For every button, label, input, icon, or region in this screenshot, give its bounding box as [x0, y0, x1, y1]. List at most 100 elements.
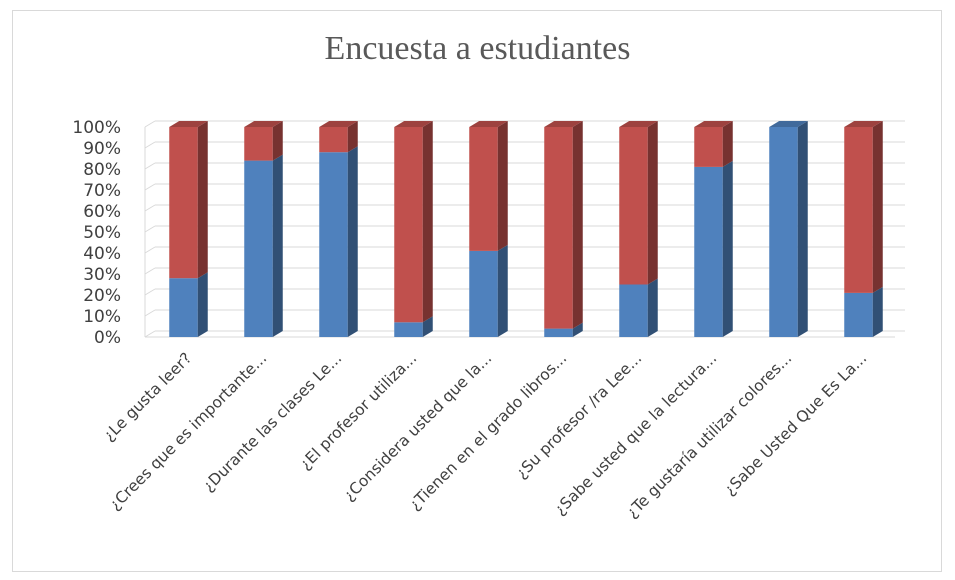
bar-segment	[319, 121, 358, 153]
gridline-depth	[144, 288, 156, 296]
bar-front	[469, 127, 498, 251]
bar-side	[572, 322, 583, 337]
y-tick-label: 50%	[83, 223, 121, 243]
bar-segment	[619, 121, 658, 285]
bar-front	[544, 328, 573, 337]
bar-top	[319, 121, 358, 127]
bar-side	[647, 278, 658, 337]
bar-segment	[169, 272, 208, 337]
bar-front	[169, 278, 198, 337]
y-tick-label: 90%	[83, 139, 121, 159]
bar-top	[619, 121, 658, 127]
bar-front	[769, 127, 798, 337]
bar-segment	[319, 146, 358, 337]
bar-front	[619, 284, 648, 337]
y-tick-label: 60%	[83, 202, 121, 222]
x-category-label: ¿Crees que es importante...	[106, 349, 271, 514]
bar-side	[422, 316, 433, 337]
bar-segment	[544, 322, 583, 337]
bar-segment	[244, 121, 283, 161]
bar-top	[469, 121, 508, 127]
bar-top	[544, 121, 583, 127]
x-category-label: ¿Tienen en el grado libros...	[406, 349, 571, 514]
gridline-depth	[144, 330, 156, 338]
bar-top	[769, 121, 808, 127]
bars-layer	[169, 121, 883, 337]
bar-side	[272, 154, 283, 337]
bar-front	[469, 250, 498, 337]
gridline-depth	[144, 246, 156, 254]
bar-segment	[619, 278, 658, 337]
bar-front	[169, 127, 198, 279]
y-tick-label: 10%	[83, 307, 121, 327]
bar-side	[647, 121, 658, 285]
bar-segment	[169, 121, 208, 279]
x-category-label: ¿Considera usted que la...	[340, 349, 495, 504]
bar-segment	[244, 154, 283, 337]
bar-side	[872, 121, 883, 293]
bar-side	[872, 286, 883, 337]
bar-front	[319, 152, 348, 337]
y-tick-label: 30%	[83, 265, 121, 285]
bar-front	[244, 160, 273, 337]
x-category-label: ¿Sabe usted que la lectura...	[551, 349, 721, 519]
bar-side	[722, 121, 733, 167]
bar-front	[844, 292, 873, 337]
bar-side	[197, 272, 208, 337]
bar-segment	[769, 121, 808, 337]
bar-top	[169, 121, 208, 127]
bar-segment	[469, 244, 508, 337]
bar-top	[244, 121, 283, 127]
bar-top	[394, 121, 433, 127]
bar-segment	[394, 316, 433, 337]
bar-segment	[694, 121, 733, 167]
bar-side	[797, 121, 808, 337]
bar-segment	[394, 121, 433, 323]
bar-side	[197, 121, 208, 279]
y-tick-label: 0%	[94, 328, 121, 348]
bar-segment	[694, 160, 733, 337]
bar-front	[319, 127, 348, 153]
x-category-label: ¿Sabe Usted Que Es La...	[721, 349, 871, 499]
bar-side	[272, 121, 283, 161]
bar-segment	[844, 121, 883, 293]
bar-side	[347, 146, 358, 337]
y-tick-label: 100%	[72, 118, 121, 138]
gridline-depth	[144, 225, 156, 233]
bar-side	[497, 121, 508, 251]
y-tick-label: 80%	[83, 160, 121, 180]
gridline-depth	[144, 204, 156, 212]
bar-front	[619, 127, 648, 285]
bar-segment	[469, 121, 508, 251]
y-tick-label: 70%	[83, 181, 121, 201]
bar-side	[497, 244, 508, 337]
bar-side	[347, 121, 358, 153]
gridline-depth	[144, 183, 156, 191]
bar-segment	[544, 121, 583, 329]
x-axis-categories: ¿Le gusta leer?¿Crees que es importante.…	[100, 349, 871, 521]
bar-front	[844, 127, 873, 293]
bar-front	[394, 127, 423, 323]
x-category-label: ¿Te gustaría utilizar colores...	[623, 349, 795, 521]
bar-front	[694, 166, 723, 337]
bar-front	[694, 127, 723, 167]
bar-side	[422, 121, 433, 323]
y-axis-ticks: 0%10%20%30%40%50%60%70%80%90%100%	[72, 118, 121, 348]
gridline-depth	[144, 120, 156, 128]
bar-top	[844, 121, 883, 127]
bar-front	[244, 127, 273, 161]
bar-side	[722, 160, 733, 337]
bar-front	[394, 322, 423, 337]
bar-side	[572, 121, 583, 329]
x-category-label: ¿Su profesor /ra Lee...	[512, 349, 645, 482]
bar-front	[544, 127, 573, 329]
y-tick-label: 40%	[83, 244, 121, 264]
y-tick-label: 20%	[83, 286, 121, 306]
gridline-depth	[144, 141, 156, 149]
gridline-depth	[144, 309, 156, 317]
gridline-depth	[144, 162, 156, 170]
bar-top	[694, 121, 733, 127]
bar-segment	[844, 286, 883, 337]
x-category-label: ¿Durante las clases Le...	[199, 349, 345, 495]
